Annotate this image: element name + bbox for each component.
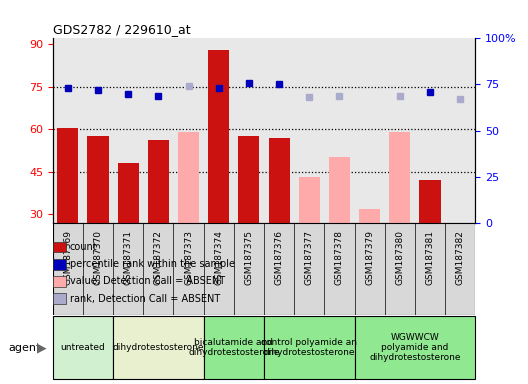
Text: GSM187379: GSM187379: [365, 230, 374, 285]
Text: GSM187373: GSM187373: [184, 230, 193, 285]
Bar: [178, 132, 199, 223]
Text: GSM187374: GSM187374: [214, 230, 223, 285]
Text: value, Detection Call = ABSENT: value, Detection Call = ABSENT: [70, 276, 225, 286]
Text: GSM187382: GSM187382: [456, 230, 465, 285]
Text: GSM187377: GSM187377: [305, 230, 314, 285]
Bar: [419, 180, 440, 223]
Text: percentile rank within the sample: percentile rank within the sample: [70, 259, 234, 269]
Text: WGWWCW
polyamide and
dihydrotestosterone: WGWWCW polyamide and dihydrotestosterone: [369, 333, 460, 362]
Text: GSM187380: GSM187380: [395, 230, 404, 285]
Text: GSM187372: GSM187372: [154, 230, 163, 285]
Text: control polyamide an
dihydrotestosterone: control polyamide an dihydrotestosterone: [261, 338, 357, 357]
Bar: [88, 136, 109, 223]
Text: GSM187371: GSM187371: [124, 230, 133, 285]
Text: GSM187381: GSM187381: [426, 230, 435, 285]
Text: GSM187369: GSM187369: [63, 230, 72, 285]
Text: GSM187370: GSM187370: [93, 230, 102, 285]
Bar: [118, 163, 139, 223]
Text: GDS2782 / 229610_at: GDS2782 / 229610_at: [53, 23, 191, 36]
Text: rank, Detection Call = ABSENT: rank, Detection Call = ABSENT: [70, 294, 220, 304]
Text: bicalutamide and
dihydrotestosterone: bicalutamide and dihydrotestosterone: [188, 338, 280, 357]
Text: untreated: untreated: [61, 343, 106, 352]
Text: GSM187378: GSM187378: [335, 230, 344, 285]
Text: GSM187376: GSM187376: [275, 230, 284, 285]
Text: ▶: ▶: [37, 341, 46, 354]
Text: dihydrotestosterone: dihydrotestosterone: [112, 343, 204, 352]
Text: agent: agent: [8, 343, 40, 353]
Bar: [264, 316, 354, 379]
Bar: [389, 132, 410, 223]
Bar: [238, 136, 259, 223]
Bar: [58, 128, 79, 223]
Bar: [329, 157, 350, 223]
Text: count: count: [70, 242, 97, 252]
Bar: [204, 316, 264, 379]
Bar: [208, 50, 229, 223]
Bar: [53, 316, 113, 379]
Bar: [299, 177, 320, 223]
Bar: [359, 209, 380, 223]
Bar: [113, 316, 204, 379]
Bar: [269, 137, 290, 223]
Bar: [354, 316, 475, 379]
Bar: [148, 141, 169, 223]
Text: GSM187375: GSM187375: [244, 230, 253, 285]
